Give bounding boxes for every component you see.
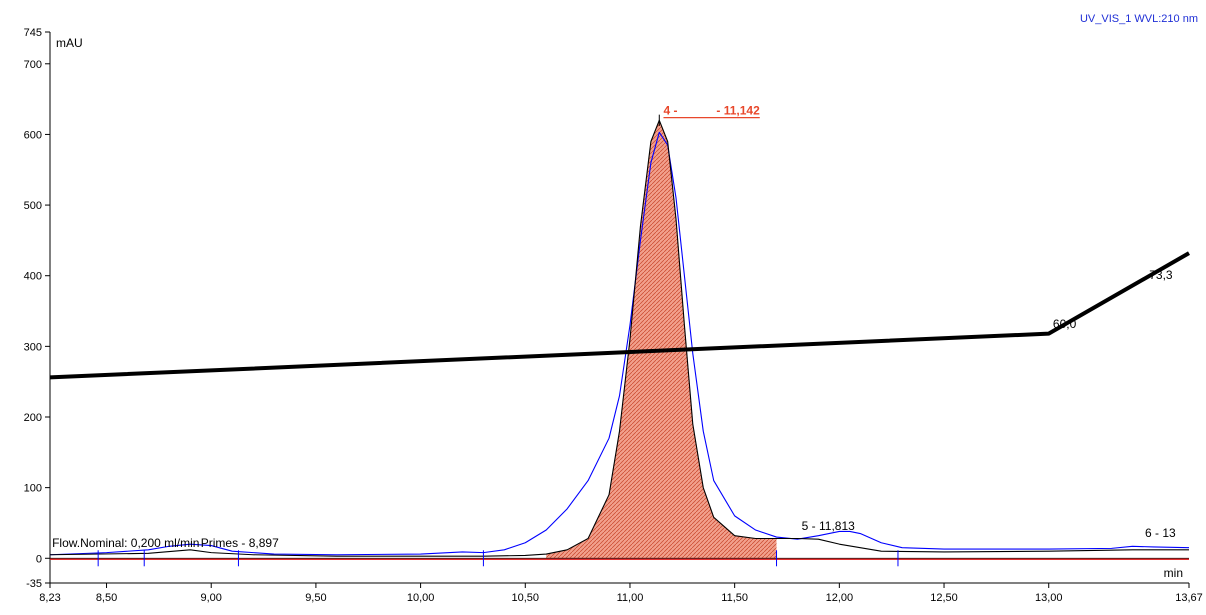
y-tick-label: -35 xyxy=(26,578,42,590)
annotation-7: 73,3 xyxy=(1149,268,1173,282)
x-tick-label: 9,50 xyxy=(305,592,326,604)
y-tick-label: 100 xyxy=(24,483,42,495)
y-tick-label: 600 xyxy=(24,129,42,141)
annotation-4: 5 - 11,813 xyxy=(802,519,855,533)
x-tick-label: 10,50 xyxy=(512,592,540,604)
x-tick-label: 10,00 xyxy=(407,592,435,604)
peak-area xyxy=(546,120,777,559)
x-tick-label: 9,00 xyxy=(201,592,222,604)
y-tick-label: 745 xyxy=(24,27,42,39)
x-tick-label: 8,50 xyxy=(96,592,117,604)
y-tick-label: 400 xyxy=(24,271,42,283)
annotation-5: 6 - 13 xyxy=(1145,526,1176,540)
y-tick-label: 500 xyxy=(24,200,42,212)
y-tick-label: 0 xyxy=(36,553,42,565)
series-line-2 xyxy=(49,251,1190,380)
y-tick-label: 700 xyxy=(24,59,42,71)
series-line-0 xyxy=(49,131,1190,556)
annotation-2: Flow.Nominal: 0,200 ml/min xyxy=(52,536,199,550)
x-tick-label: 12,50 xyxy=(930,592,958,604)
x-tick-label: 8,23 xyxy=(39,592,60,604)
x-axis-label: min xyxy=(1164,566,1183,580)
annotation-0: 4 - xyxy=(663,104,677,118)
x-tick-label: 13,67 xyxy=(1175,592,1203,604)
annotation-3: Primes - 8,897 xyxy=(201,536,279,550)
y-tick-label: 300 xyxy=(24,341,42,353)
chart-title: UV_VIS_1 WVL:210 nm xyxy=(1080,13,1198,25)
annotation-6: 60,0 xyxy=(1053,317,1077,331)
x-tick-label: 11,00 xyxy=(617,592,644,604)
x-tick-label: 11,50 xyxy=(721,592,748,604)
x-tick-label: 12,00 xyxy=(826,592,854,604)
annotation-1: - 11,142 xyxy=(716,104,760,118)
x-tick-label: 13,00 xyxy=(1035,592,1063,604)
y-tick-label: 200 xyxy=(24,412,42,424)
y-axis-label: mAU xyxy=(56,36,83,50)
